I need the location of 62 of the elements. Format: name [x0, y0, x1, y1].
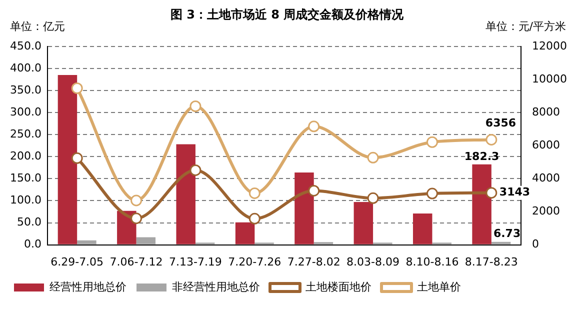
y2-tick-label: 10000	[532, 72, 568, 86]
y2-axis-title: 单位：元/平方米	[485, 20, 566, 33]
y-tick-label: 350.0	[10, 83, 42, 96]
bar	[412, 213, 432, 244]
y-tick-label: 450.0	[10, 39, 42, 52]
point	[308, 184, 320, 196]
bar	[472, 164, 492, 244]
y-tick-label: 300.0	[10, 105, 42, 118]
bar	[354, 202, 374, 244]
y-tick-label: 100.0	[10, 194, 42, 207]
y2-tick-label: 8000	[532, 105, 560, 118]
y-tick-label: 200.0	[10, 149, 42, 162]
data-label: 182.3	[464, 150, 500, 163]
point	[71, 82, 83, 94]
bar	[136, 237, 156, 244]
point	[308, 120, 320, 132]
data-label: 6356	[485, 116, 516, 130]
y2-tick-label: 2000	[532, 204, 560, 218]
point	[71, 152, 83, 164]
y-tick-label: 400.0	[10, 61, 42, 74]
point	[367, 192, 379, 204]
point	[190, 164, 202, 176]
legend-label: 土地楼面地价	[306, 280, 372, 294]
point	[190, 100, 202, 112]
y2-tick-label: 4000	[532, 172, 560, 185]
y-tick-label: 0.0	[24, 238, 42, 251]
data-label: 6.73	[493, 227, 521, 240]
bar	[58, 75, 78, 244]
bar	[235, 222, 255, 244]
point	[248, 187, 260, 199]
x-tick-label: 8.03-8.09	[346, 255, 400, 268]
y-tick-label: 150.0	[10, 172, 42, 185]
x-tick-label: 8.10-8.16	[406, 255, 459, 268]
point	[130, 194, 142, 206]
bar	[294, 172, 314, 244]
x-tick-label: 7.13-7.19	[168, 255, 222, 268]
point	[426, 136, 438, 148]
point	[486, 134, 498, 146]
point	[426, 188, 438, 200]
data-label: 3143	[499, 186, 530, 199]
y2-tick-label: 6000	[532, 138, 560, 152]
bar	[176, 144, 196, 244]
x-tick-label: 7.27-8.02	[287, 255, 340, 268]
point	[367, 152, 379, 164]
y-tick-label: 50.0	[16, 216, 42, 229]
point	[248, 212, 260, 224]
point	[486, 187, 498, 199]
x-tick-label: 7.20-7.26	[228, 255, 282, 268]
bar	[77, 240, 96, 244]
point	[130, 212, 142, 224]
y2-tick-label: 0	[532, 238, 540, 251]
x-tick-label: 6.29-7.05	[50, 255, 104, 268]
x-tick-label: 8.17-8.23	[464, 255, 518, 268]
chart-title: 图 3：土地市场近 8 周成交金额及价格情况	[170, 7, 405, 22]
y2-tick-label: 12000	[532, 39, 568, 52]
legend-label: 经营性用地总价	[50, 280, 126, 294]
y-tick-label: 250.0	[10, 127, 42, 140]
legend-label: 土地单价	[417, 280, 461, 294]
y-axis-title: 单位：亿元	[10, 20, 65, 33]
x-tick-label: 7.06-7.12	[110, 255, 163, 268]
bar	[491, 242, 511, 244]
legend-label: 非经营性用地总价	[172, 280, 260, 294]
